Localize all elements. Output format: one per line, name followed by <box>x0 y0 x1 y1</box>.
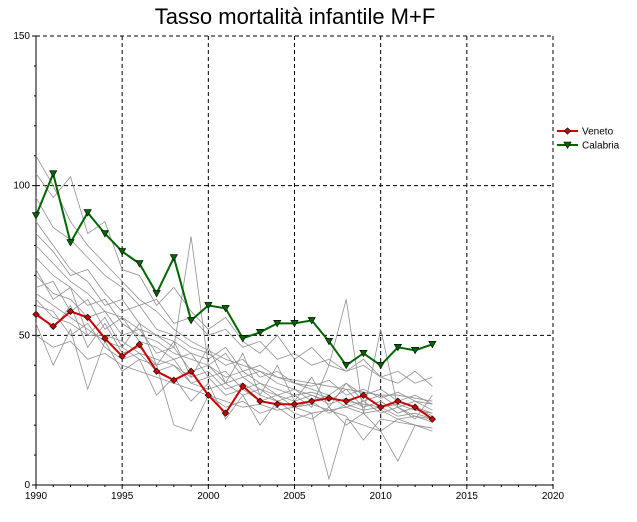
veneto-data-point <box>256 397 264 405</box>
veneto-data-point <box>428 415 436 423</box>
legend-veneto-label: Veneto <box>582 127 614 138</box>
background-series-line <box>35 304 433 420</box>
background-series-line <box>35 299 433 420</box>
background-series-line <box>35 323 433 432</box>
calabria-data-point <box>66 239 75 247</box>
legend-veneto-marker <box>563 127 572 135</box>
calabria-data-point <box>273 320 282 328</box>
background-series-line <box>35 257 433 414</box>
veneto-data-point <box>308 397 316 405</box>
background-series-line <box>35 233 433 405</box>
calabria-data-point <box>118 248 127 256</box>
veneto-data-point <box>170 376 178 384</box>
veneto-data-point <box>377 403 385 411</box>
background-series-group <box>35 155 433 481</box>
chart-title: Tasso mortalità infantile M+F <box>154 4 436 29</box>
veneto-data-point <box>187 367 195 375</box>
calabria-data-point <box>324 338 334 346</box>
legend: Veneto Calabria <box>557 127 620 152</box>
veneto-data-point <box>221 409 230 417</box>
legend-calabria-marker <box>563 141 572 150</box>
veneto-data-point <box>84 313 92 321</box>
veneto-data-point <box>101 334 109 342</box>
veneto-data-point <box>273 400 281 408</box>
calabria-data-point <box>428 341 437 349</box>
calabria-data-point <box>221 305 230 313</box>
veneto-data-point <box>290 400 299 408</box>
calabria-data-point <box>152 290 161 298</box>
calabria-data-point <box>376 361 385 370</box>
background-series-line <box>35 221 433 411</box>
veneto-data-point <box>239 382 247 390</box>
calabria-data-point <box>359 349 368 358</box>
veneto-data-point <box>204 391 212 399</box>
veneto-data-point <box>32 310 40 319</box>
background-series-line <box>35 334 433 441</box>
veneto-data-point <box>359 391 368 399</box>
background-series-line <box>35 269 433 408</box>
calabria-data-point <box>100 230 110 238</box>
veneto-series-line <box>35 310 433 420</box>
veneto-data-point <box>394 397 402 405</box>
legend-calabria-label: Calabria <box>582 141 620 152</box>
calabria-data-point <box>49 170 58 178</box>
veneto-data-point <box>66 307 75 316</box>
veneto-data-point <box>153 367 161 375</box>
x-tick-label: 1990 <box>25 491 48 502</box>
calabria-data-point <box>255 329 265 337</box>
x-tick-label: 1995 <box>111 491 134 502</box>
veneto-data-point <box>135 340 144 348</box>
calabria-data-point <box>411 346 420 355</box>
calabria-data-point <box>169 254 178 262</box>
calabria-data-point <box>238 335 247 343</box>
veneto-data-point <box>411 403 419 411</box>
x-tick-label: 2005 <box>283 491 306 502</box>
background-series-line <box>35 173 433 387</box>
y-tick-label: 100 <box>13 181 30 192</box>
y-tick-label: 0 <box>24 480 30 491</box>
calabria-data-point <box>307 317 316 325</box>
background-series-line <box>35 236 433 414</box>
x-tick-label: 2015 <box>456 491 479 502</box>
calabria-data-point <box>135 260 144 268</box>
x-tick-label: 2000 <box>197 491 220 502</box>
veneto-data-point <box>118 352 126 360</box>
calabria-data-point <box>393 344 403 352</box>
y-tick-label: 50 <box>19 330 31 341</box>
calabria-data-point <box>204 302 213 310</box>
veneto-data-point <box>342 397 350 405</box>
veneto-data-point <box>49 322 57 330</box>
calabria-data-point <box>31 212 41 220</box>
grid-lines <box>36 35 554 485</box>
x-tick-label: 2010 <box>370 491 393 502</box>
calabria-data-point <box>290 320 299 328</box>
background-series-line <box>35 197 433 384</box>
calabria-data-point <box>342 361 351 370</box>
y-tick-label: 150 <box>13 31 30 42</box>
x-tick-label: 2020 <box>542 491 565 502</box>
veneto-data-point <box>325 394 333 402</box>
background-series-line <box>35 155 433 402</box>
calabria-series-line <box>35 170 433 367</box>
calabria-data-point <box>186 317 196 325</box>
calabria-data-point <box>83 209 92 217</box>
highlighted-series-group <box>31 170 437 423</box>
axes: 1990 1995 2000 2005 2010 2015 2020 0 50 100 150 <box>13 31 564 502</box>
